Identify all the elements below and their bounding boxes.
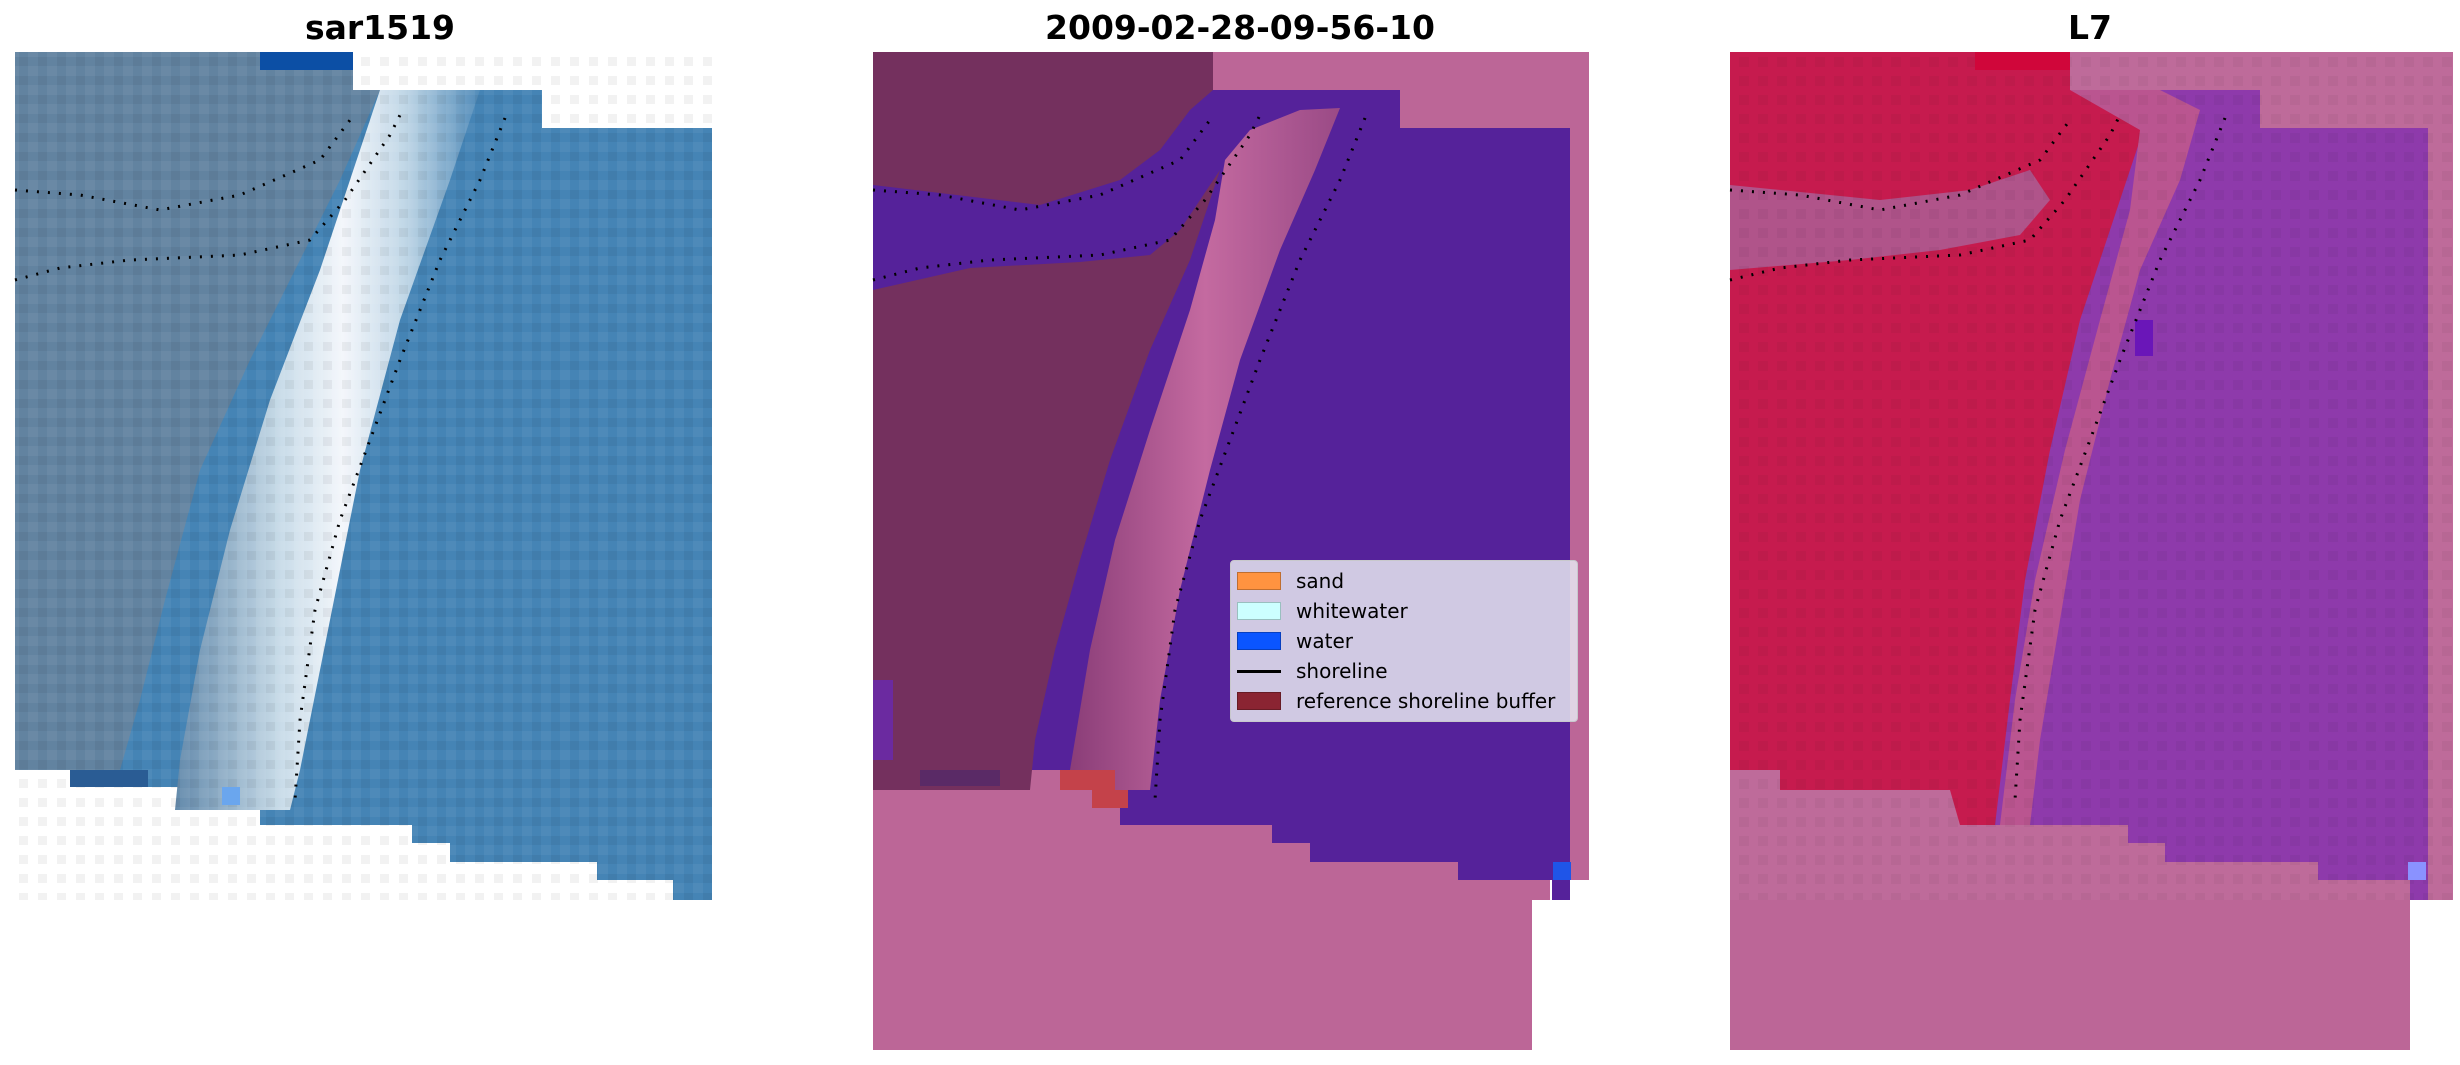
shoreline-line <box>1237 669 1281 673</box>
panel-title: 2009-02-28-09-56-10 <box>1045 8 1435 47</box>
classified-land <box>873 170 1220 790</box>
water-swatch <box>1237 632 1281 650</box>
panel-title: L7 <box>2068 8 2112 47</box>
water-pixel <box>1553 862 1571 880</box>
purple-pixel <box>2135 320 2153 356</box>
dark-pixel-block <box>70 770 148 787</box>
legend-label: whitewater <box>1296 599 1408 623</box>
panel-index: L7 <box>1720 0 2460 1065</box>
dark-pixel-block <box>260 52 353 70</box>
shoreline-dots <box>872 114 1367 801</box>
index-image <box>1729 52 2453 1050</box>
whitewater-swatch <box>1237 602 1281 620</box>
buffer-pixel <box>1092 790 1128 808</box>
legend: sand whitewater water shoreline referenc… <box>1230 560 1578 722</box>
legend-item-sand: sand <box>1237 569 1344 593</box>
water-pixel <box>873 680 893 760</box>
legend-label: water <box>1296 629 1353 653</box>
legend-item-whitewater: whitewater <box>1237 599 1408 623</box>
legend-item-water: water <box>1237 629 1353 653</box>
classified-beach <box>1070 108 1340 790</box>
blank-corner <box>2410 900 2453 1050</box>
legend-item-reference-buffer: reference shoreline buffer <box>1237 689 1555 713</box>
legend-label: sand <box>1296 569 1345 593</box>
classified-land <box>873 52 1213 205</box>
blue-pixel <box>222 787 240 805</box>
blank-corner <box>1532 900 1589 1050</box>
rgb-image <box>14 52 712 900</box>
buffer-pixel <box>1060 770 1115 790</box>
blue-pixel <box>2408 862 2426 880</box>
legend-label: shoreline <box>1296 659 1388 683</box>
land-pixel <box>920 770 1000 786</box>
panel-classified: 2009-02-28-09-56-10 <box>860 0 1620 1065</box>
sand-swatch <box>1237 572 1281 590</box>
panel-title: sar1519 <box>304 8 456 47</box>
pixel-texture <box>1730 52 2453 900</box>
panel-rgb-image: sar1519 <box>0 0 760 1065</box>
dark-red-pixels <box>1975 52 2070 70</box>
legend-item-shoreline: shoreline <box>1237 659 1388 683</box>
pixel-texture <box>15 52 712 900</box>
buffer-swatch <box>1237 692 1281 710</box>
shoreline-dots <box>14 114 507 801</box>
legend-label: reference shoreline buffer <box>1296 689 1556 713</box>
classified-image <box>872 52 1590 1050</box>
